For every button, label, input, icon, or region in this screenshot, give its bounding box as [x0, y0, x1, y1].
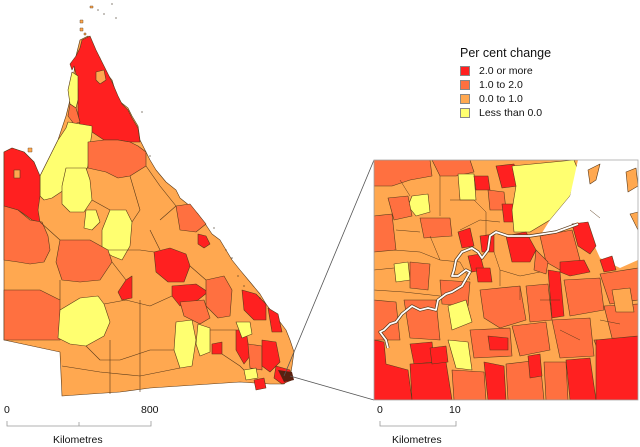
inset-scale-end: 10 [449, 404, 461, 416]
legend-label: 1.0 to 2.0 [479, 79, 523, 91]
legend-item-less-than-0: Less than 0.0 [460, 106, 551, 120]
legend-item-2-or-more: 2.0 or more [460, 64, 551, 78]
legend: Per cent change 2.0 or more 1.0 to 2.0 0… [460, 46, 551, 120]
inset-connector-lines [283, 159, 375, 401]
state-outline [3, 35, 295, 397]
main-scale-start: 0 [4, 404, 10, 416]
swatch-yellow [460, 108, 470, 118]
main-scale-bar [6, 421, 152, 427]
legend-label: 0.0 to 1.0 [479, 93, 523, 105]
queensland-map [3, 3, 295, 397]
inset-scale-start: 0 [377, 404, 383, 416]
swatch-light-orange [460, 94, 470, 104]
legend-item-1-to-2: 1.0 to 2.0 [460, 78, 551, 92]
legend-label: 2.0 or more [479, 65, 533, 77]
main-scale-end: 800 [141, 404, 159, 416]
swatch-red [460, 66, 470, 76]
legend-label: Less than 0.0 [479, 107, 543, 119]
legend-item-0-to-1: 0.0 to 1.0 [460, 92, 551, 106]
brisbane-inset-map [374, 160, 638, 400]
legend-title: Per cent change [460, 46, 552, 60]
inset-scale-unit: Kilometres [392, 434, 442, 446]
main-scale-unit: Kilometres [53, 434, 103, 446]
swatch-dark-orange [460, 80, 470, 90]
inset-scale-bar [379, 421, 457, 427]
inset-frame [373, 159, 639, 401]
